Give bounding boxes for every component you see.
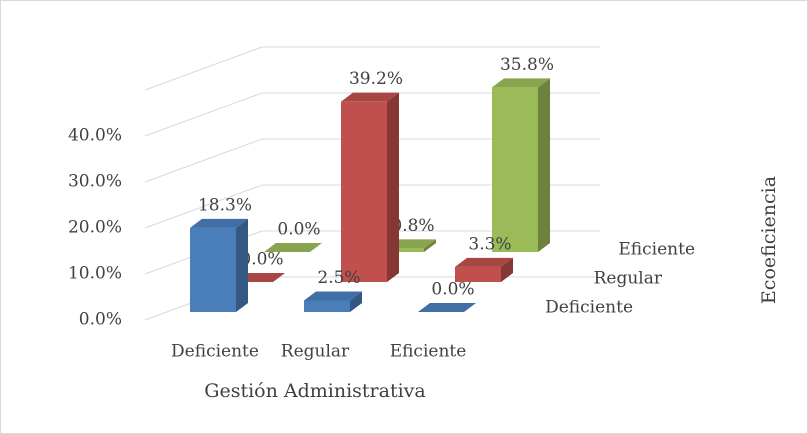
- bar-top: [341, 92, 399, 102]
- bar: [341, 101, 387, 283]
- y-tick-label: 20.0%: [68, 218, 122, 238]
- bar: [190, 227, 236, 312]
- bar-side: [538, 78, 550, 252]
- bar-side: [387, 92, 399, 283]
- bar-top: [455, 257, 513, 267]
- grid-line: [144, 92, 600, 137]
- bar: [455, 266, 501, 282]
- bar: [492, 87, 538, 252]
- bar-side: [501, 257, 513, 282]
- data-label: 0.0%: [431, 280, 474, 300]
- bar-side-shade: [350, 291, 362, 312]
- data-label: 2.5%: [317, 268, 360, 288]
- bar-top: [190, 218, 248, 228]
- data-label: 0.0%: [277, 220, 320, 240]
- y-tick-label: 40.0%: [68, 126, 122, 146]
- y-tick-label: 30.0%: [68, 172, 122, 192]
- data-label: 0.8%: [391, 216, 434, 236]
- grid-line: [144, 184, 600, 229]
- bar-side: [424, 239, 436, 252]
- bar-top-shade: [190, 218, 248, 228]
- bar-top: [304, 291, 362, 301]
- bar-top-shade: [304, 291, 362, 301]
- bar-side-shade: [424, 239, 436, 252]
- legend-label: Regular: [594, 269, 663, 289]
- bar-top-shade: [341, 92, 399, 102]
- bar-top: [418, 303, 476, 312]
- x-tick-label: Deficiente: [171, 342, 259, 362]
- x-axis-title: Gestión Administrativa: [204, 380, 425, 402]
- data-label: 39.2%: [349, 69, 403, 89]
- bar-top: [492, 78, 550, 88]
- bar-side-shade: [501, 257, 513, 282]
- grid-line: [144, 138, 600, 183]
- bar-side-shade: [236, 218, 248, 312]
- bar: [304, 300, 350, 312]
- legend-label: Deficiente: [545, 298, 633, 318]
- bar-side: [236, 218, 248, 312]
- bar: [378, 248, 424, 252]
- x-tick-label: Regular: [281, 342, 350, 362]
- bar-top-shade: [455, 257, 513, 267]
- bar-top: [264, 243, 322, 252]
- grid-line: [144, 230, 600, 275]
- data-label: 0.0%: [240, 250, 283, 270]
- x-tick-label: Eficiente: [390, 342, 467, 362]
- bar-side: [350, 291, 362, 312]
- bar-top-shade: [264, 243, 322, 252]
- bar-top-shade: [492, 78, 550, 88]
- y-tick-label: 0.0%: [79, 310, 122, 330]
- y-tick-label: 10.0%: [68, 264, 122, 284]
- data-label: 35.8%: [500, 55, 554, 75]
- grid-line: [144, 46, 600, 91]
- bar-side-shade: [387, 92, 399, 283]
- z-axis-title: Ecoeficiencia: [758, 176, 780, 304]
- legend-label: Eficiente: [618, 240, 695, 260]
- bar-side-shade: [538, 78, 550, 252]
- data-label: 18.3%: [198, 195, 252, 215]
- data-label: 3.3%: [468, 234, 511, 254]
- bar-top-shade: [418, 303, 476, 312]
